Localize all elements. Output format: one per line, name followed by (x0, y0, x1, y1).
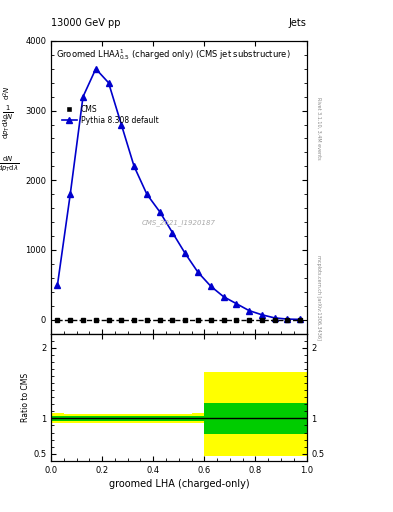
Text: $\mathrm{d}p_T\mathrm{d}\lambda$: $\mathrm{d}p_T\mathrm{d}\lambda$ (2, 117, 12, 139)
Text: Groomed LHA$\lambda^{1}_{0.5}$ (charged only) (CMS jet substructure): Groomed LHA$\lambda^{1}_{0.5}$ (charged … (56, 47, 291, 62)
Legend: CMS, Pythia 8.308 default: CMS, Pythia 8.308 default (59, 102, 162, 128)
Y-axis label: Ratio to CMS: Ratio to CMS (21, 373, 30, 422)
Text: 13000 GeV pp: 13000 GeV pp (51, 18, 121, 28)
Text: Jets: Jets (289, 18, 307, 28)
Text: mcplots.cern.ch [arXiv:1306.3436]: mcplots.cern.ch [arXiv:1306.3436] (316, 254, 321, 339)
Text: CMS_2021_I1920187: CMS_2021_I1920187 (142, 219, 216, 226)
Text: $\frac{1}{\mathrm{d}N}$: $\frac{1}{\mathrm{d}N}$ (2, 103, 14, 122)
Text: $\frac{\mathrm{d}N}{\mathrm{d}p_{T}\mathrm{d}\lambda}$: $\frac{\mathrm{d}N}{\mathrm{d}p_{T}\math… (0, 154, 19, 174)
Text: Rivet 3.1.10, 3.4M events: Rivet 3.1.10, 3.4M events (316, 97, 321, 159)
X-axis label: groomed LHA (charged-only): groomed LHA (charged-only) (108, 479, 249, 489)
Text: $\mathrm{d}^2N$: $\mathrm{d}^2N$ (2, 84, 13, 100)
